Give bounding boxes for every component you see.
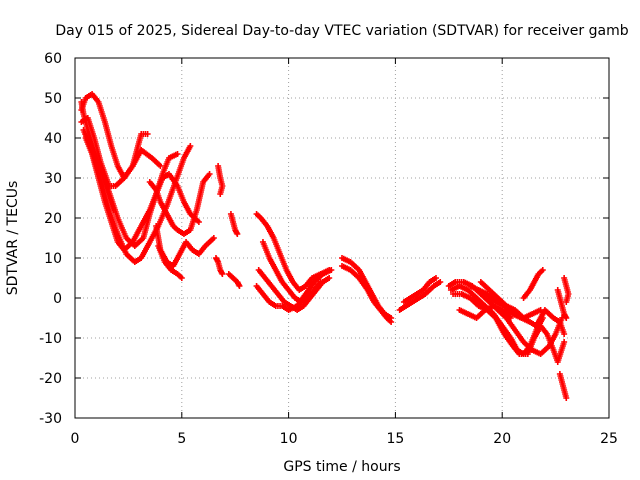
data-series: [215, 163, 226, 197]
data-point: [206, 171, 213, 177]
data-point: [326, 275, 333, 281]
data-series: [253, 267, 335, 313]
y-tick-label: -30: [39, 411, 62, 427]
grid-lines: [75, 58, 609, 418]
x-tick-label: 5: [177, 431, 186, 447]
y-tick-label: 60: [44, 51, 62, 67]
data-point: [328, 267, 335, 273]
data-point: [157, 163, 164, 169]
x-tick-label: 15: [386, 431, 404, 447]
data-point: [563, 315, 570, 321]
data-series: [227, 211, 241, 237]
data-point: [236, 283, 243, 289]
x-tick-label: 25: [600, 431, 618, 447]
data-point: [187, 143, 194, 149]
y-tick-label: 10: [44, 251, 62, 267]
data-series: [554, 287, 570, 321]
data-series: [225, 271, 243, 289]
data-series: [450, 291, 568, 365]
data-series: [561, 275, 572, 305]
data-point: [561, 339, 568, 345]
data-point: [210, 235, 217, 241]
data-point: [144, 131, 151, 137]
data-series: [445, 279, 566, 357]
data-series: [155, 243, 185, 281]
data-series: [212, 255, 226, 277]
data-point: [217, 191, 224, 197]
data-series: [556, 371, 570, 401]
x-axis-label: GPS time / hours: [283, 459, 400, 475]
axis-ticks: [74, 57, 610, 419]
y-tick-label: -10: [39, 331, 62, 347]
data-point: [219, 271, 226, 277]
data-series: [82, 131, 202, 249]
data-point: [563, 299, 570, 305]
x-tick-label: 20: [493, 431, 511, 447]
data-series: [533, 307, 568, 337]
data-series: [396, 279, 444, 313]
data-series: [339, 263, 395, 325]
y-axis-label: SDTVAR / TECUs: [5, 181, 21, 296]
y-tick-label: 20: [44, 211, 62, 227]
data-point: [507, 315, 514, 321]
x-tick-label: 10: [280, 431, 298, 447]
x-tick-label: 0: [71, 431, 80, 447]
y-tick-label: 50: [44, 91, 62, 107]
data-point: [561, 331, 568, 337]
data-point: [563, 395, 570, 401]
data-series: [400, 275, 439, 305]
plot-frame: [74, 57, 610, 419]
tick-labels: 0 5 10 15 20 25 -30 -20 -10 0 10 20 30 40 50 60: [39, 51, 618, 447]
y-tick-label: 0: [53, 291, 62, 307]
data-point: [432, 275, 439, 281]
y-tick-label: 40: [44, 131, 62, 147]
data-point: [178, 275, 185, 281]
data-point: [388, 319, 395, 325]
data-series: [520, 267, 546, 301]
chart-title: Day 015 of 2025, Sidereal Day-to-day VTE…: [55, 23, 628, 39]
y-tick-label: 30: [44, 171, 62, 187]
data-series: [146, 171, 213, 237]
data-point: [437, 279, 444, 285]
data-point: [539, 267, 546, 273]
y-tick-label: -20: [39, 371, 62, 387]
data-series: [477, 279, 544, 321]
data-points: [78, 91, 572, 401]
data-point: [234, 231, 241, 237]
data-point: [195, 219, 202, 225]
data-point: [174, 151, 181, 157]
